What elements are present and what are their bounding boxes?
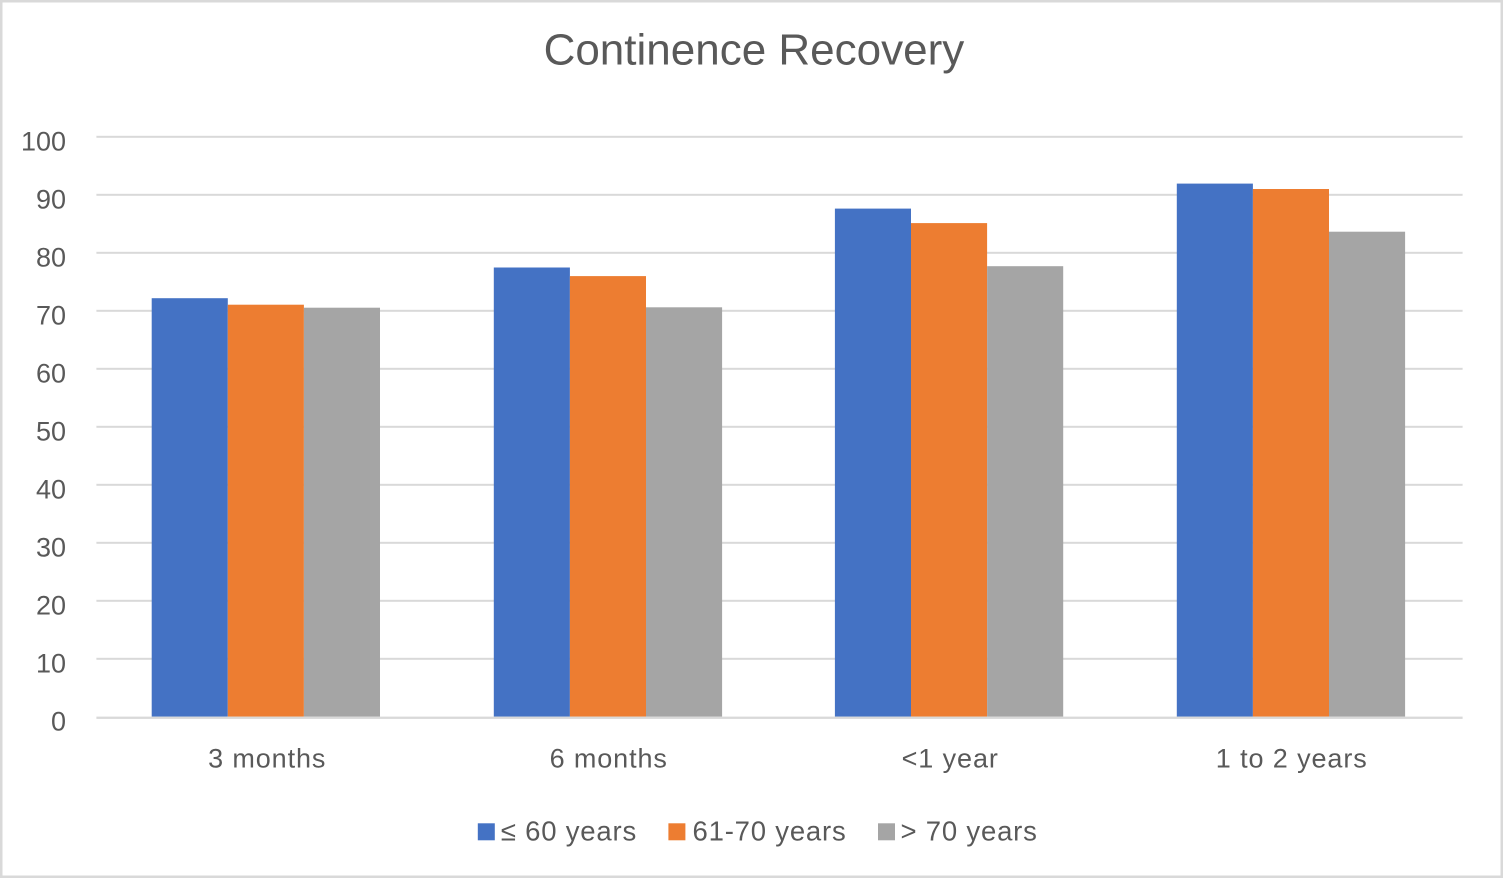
svg-text:61-70 years: 61-70 years <box>693 815 847 846</box>
svg-text:90: 90 <box>36 185 66 215</box>
svg-text:≤ 60 years: ≤ 60 years <box>501 815 637 846</box>
svg-text:100: 100 <box>21 127 66 157</box>
svg-text:80: 80 <box>36 243 66 273</box>
svg-text:<1 year: <1 year <box>902 744 999 774</box>
svg-text:3 months: 3 months <box>208 744 326 774</box>
svg-text:Continence Recovery: Continence Recovery <box>544 25 965 74</box>
svg-text:50: 50 <box>36 417 66 447</box>
svg-text:60: 60 <box>36 359 66 389</box>
svg-text:40: 40 <box>36 475 66 505</box>
svg-text:> 70 years: > 70 years <box>901 815 1038 846</box>
svg-text:70: 70 <box>36 301 66 331</box>
svg-text:30: 30 <box>36 533 66 563</box>
svg-text:6 months: 6 months <box>550 744 668 774</box>
svg-text:10: 10 <box>36 649 66 679</box>
svg-text:0: 0 <box>51 707 66 737</box>
svg-text:20: 20 <box>36 591 66 621</box>
svg-text:1 to 2 years: 1 to 2 years <box>1216 744 1368 774</box>
